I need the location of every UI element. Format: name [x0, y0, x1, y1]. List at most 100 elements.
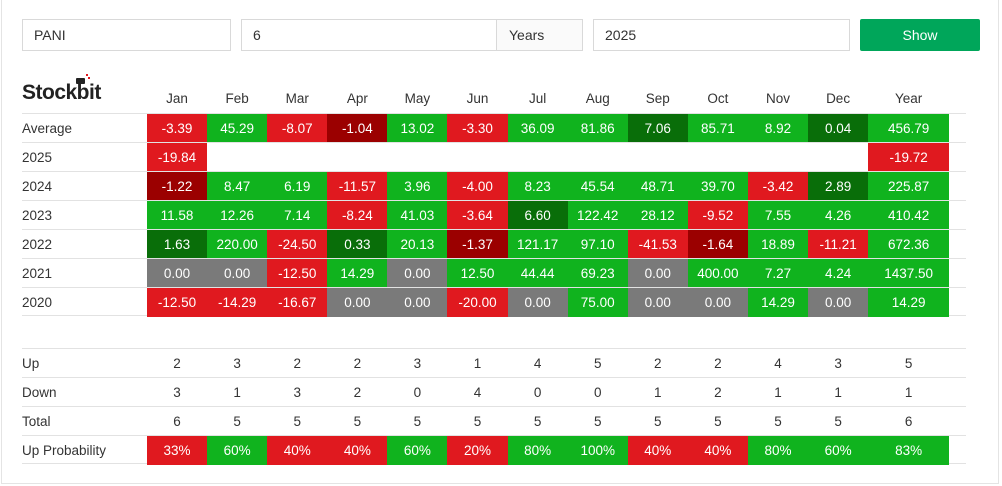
- value-cell: 2: [714, 385, 722, 400]
- value-cell: 2: [654, 356, 662, 371]
- value-cell: [267, 143, 327, 172]
- value-cell: -24.50: [267, 230, 328, 259]
- table-row: 2022 1.63 220.00 -24.50 0.33 20.13 -1.37 121.17…: [22, 229, 966, 259]
- stat-row: Up Probability 33% 60% 40% 40% 60% 20% 80% 100% 4…: [22, 435, 966, 465]
- value-cell: 4: [473, 385, 482, 400]
- show-button[interactable]: Show: [860, 19, 980, 51]
- value-cell: 36.09: [507, 114, 568, 143]
- row-label: 2023: [22, 208, 53, 223]
- value-cell: 3: [233, 356, 241, 371]
- value-cell: 5: [473, 414, 482, 429]
- row-label: 2025: [22, 150, 53, 165]
- value-cell: 4.26: [808, 201, 869, 230]
- month-header: Dec: [826, 91, 851, 106]
- value-cell: 12.26: [207, 201, 268, 230]
- row-label: 2024: [22, 179, 53, 194]
- value-cell: 14.29: [868, 288, 950, 317]
- month-header: Aug: [585, 91, 610, 106]
- value-cell: -14.29: [207, 288, 268, 317]
- value-cell: 7.06: [627, 114, 688, 143]
- value-cell: 1: [233, 385, 241, 400]
- years-input-wrap[interactable]: [242, 20, 496, 50]
- value-cell: 100%: [567, 436, 628, 465]
- value-cell: 672.36: [868, 230, 950, 259]
- value-cell: 0.00: [147, 259, 208, 288]
- value-cell: 2.89: [808, 172, 869, 201]
- value-cell: 8.23: [507, 172, 568, 201]
- value-cell: -1.22: [147, 172, 208, 201]
- value-cell: -11.57: [327, 172, 388, 201]
- value-cell: 5: [774, 414, 782, 429]
- value-cell: 4.24: [808, 259, 869, 288]
- years-unit-label: Years: [496, 20, 582, 50]
- value-cell: 5: [533, 414, 542, 429]
- value-cell: 0.00: [627, 259, 688, 288]
- statistics-table: Up 2 3 2 2 3 1 4 5 2 2 4 3 5 Down 3 1 3 2 0 4 0 0 1 2 1 1 1 Total 6 5 5…: [22, 348, 966, 465]
- value-cell: 3: [293, 385, 301, 400]
- value-cell: 13.02: [387, 114, 448, 143]
- row-label: 2021: [22, 266, 53, 281]
- value-cell: 11.58: [147, 201, 208, 230]
- end-year-field[interactable]: [593, 19, 850, 51]
- value-cell: 410.42: [868, 201, 950, 230]
- value-cell: -12.50: [147, 288, 208, 317]
- row-label: 2022: [22, 237, 53, 252]
- value-cell: 121.17: [507, 230, 568, 259]
- value-cell: 5: [353, 414, 362, 429]
- value-cell: 5: [834, 414, 842, 429]
- row-label: Average: [22, 121, 73, 136]
- month-header: May: [404, 91, 431, 106]
- value-cell: -3.30: [447, 114, 508, 143]
- value-cell: 80%: [507, 436, 568, 465]
- value-cell: 3: [413, 356, 422, 371]
- month-header-row: Jan Feb Mar Apr May Jun Jul Aug Sep Oct Nov Dec Year: [22, 84, 966, 113]
- value-cell: [327, 143, 387, 172]
- month-header: Nov: [765, 91, 790, 106]
- value-cell: 80%: [747, 436, 809, 465]
- value-cell: 14.29: [327, 259, 388, 288]
- value-cell: 39.70: [687, 172, 748, 201]
- value-cell: 6.19: [267, 172, 328, 201]
- value-cell: 3: [834, 356, 842, 371]
- value-cell: 7.14: [267, 201, 328, 230]
- years-input[interactable]: [242, 20, 496, 50]
- value-cell: -1.04: [327, 114, 388, 143]
- value-cell: [508, 143, 568, 172]
- header-spacer: [22, 84, 147, 113]
- value-cell: [748, 143, 808, 172]
- table-row: 2020 -12.50 -14.29 -16.67 0.00 0.00 -20.00 0.00…: [22, 287, 966, 317]
- value-cell: -3.39: [147, 114, 208, 143]
- value-cell: -9.52: [687, 201, 748, 230]
- value-cell: -8.07: [267, 114, 328, 143]
- value-cell: -16.67: [267, 288, 328, 317]
- value-cell: 0.00: [387, 259, 448, 288]
- value-cell: 220.00: [207, 230, 268, 259]
- value-cell: -4.00: [447, 172, 508, 201]
- logo-chart-icon: [76, 74, 90, 84]
- value-cell: [387, 143, 447, 172]
- value-cell: 8.92: [747, 114, 809, 143]
- value-cell: 400.00: [687, 259, 748, 288]
- table-row: 2021 0.00 0.00 -12.50 14.29 0.00 12.50 44.44 69.…: [22, 258, 966, 288]
- value-cell: 0.00: [808, 288, 869, 317]
- value-cell: 5: [293, 414, 301, 429]
- month-header: Year: [894, 91, 923, 106]
- value-cell: -1.64: [687, 230, 748, 259]
- value-cell: 6: [904, 414, 913, 429]
- value-cell: 28.12: [627, 201, 688, 230]
- value-cell: 0.00: [507, 288, 568, 317]
- symbol-input[interactable]: [23, 20, 230, 50]
- month-header: Mar: [285, 91, 309, 106]
- value-cell: 12.50: [447, 259, 508, 288]
- table-row: 2024 -1.22 8.47 6.19 -11.57 3.96 -4.00 8.23 45.5…: [22, 171, 966, 201]
- value-cell: 40%: [327, 436, 388, 465]
- stat-row: Total 6 5 5 5 5 5 5 5 5 5 5 5 6: [22, 406, 966, 435]
- value-cell: 60%: [387, 436, 448, 465]
- symbol-field[interactable]: [22, 19, 231, 51]
- value-cell: 45.54: [567, 172, 628, 201]
- end-year-input[interactable]: [594, 20, 849, 50]
- value-cell: [808, 143, 868, 172]
- value-cell: 2: [293, 356, 301, 371]
- value-cell: 5: [714, 414, 722, 429]
- value-cell: 3: [173, 385, 181, 400]
